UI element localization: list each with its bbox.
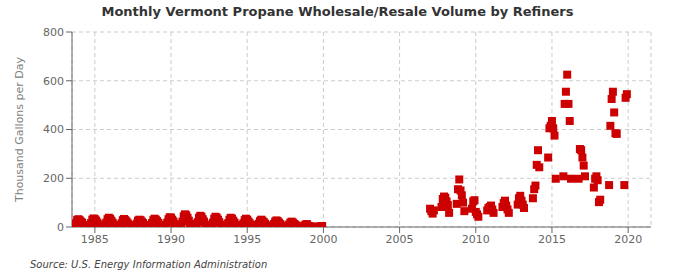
svg-text:2010: 2010: [462, 233, 490, 246]
svg-text:400: 400: [43, 123, 64, 136]
html-text:Source: U.S. Energy Informatio: Source: U.S. Energy Information Administ…: [30, 259, 268, 270]
svg-text:2020: 2020: [614, 233, 642, 246]
svg-text:2015: 2015: [538, 233, 566, 246]
svg-text:0: 0: [57, 221, 64, 234]
svg-text:Thousand Gallons per Day: Thousand Gallons per Day: [13, 56, 26, 203]
svg-text:200: 200: [43, 172, 64, 185]
svg-text:2000: 2000: [309, 233, 337, 246]
svg-text:1990: 1990: [157, 233, 185, 246]
svg-text:1985: 1985: [81, 233, 109, 246]
svg-text:1995: 1995: [233, 233, 261, 246]
svg-text:800: 800: [43, 26, 64, 39]
svg-text:2005: 2005: [386, 233, 414, 246]
html-text:Monthly Vermont Propane Wholes: Monthly Vermont Propane Wholesale/Resale…: [101, 4, 574, 19]
svg-text:600: 600: [43, 75, 64, 88]
